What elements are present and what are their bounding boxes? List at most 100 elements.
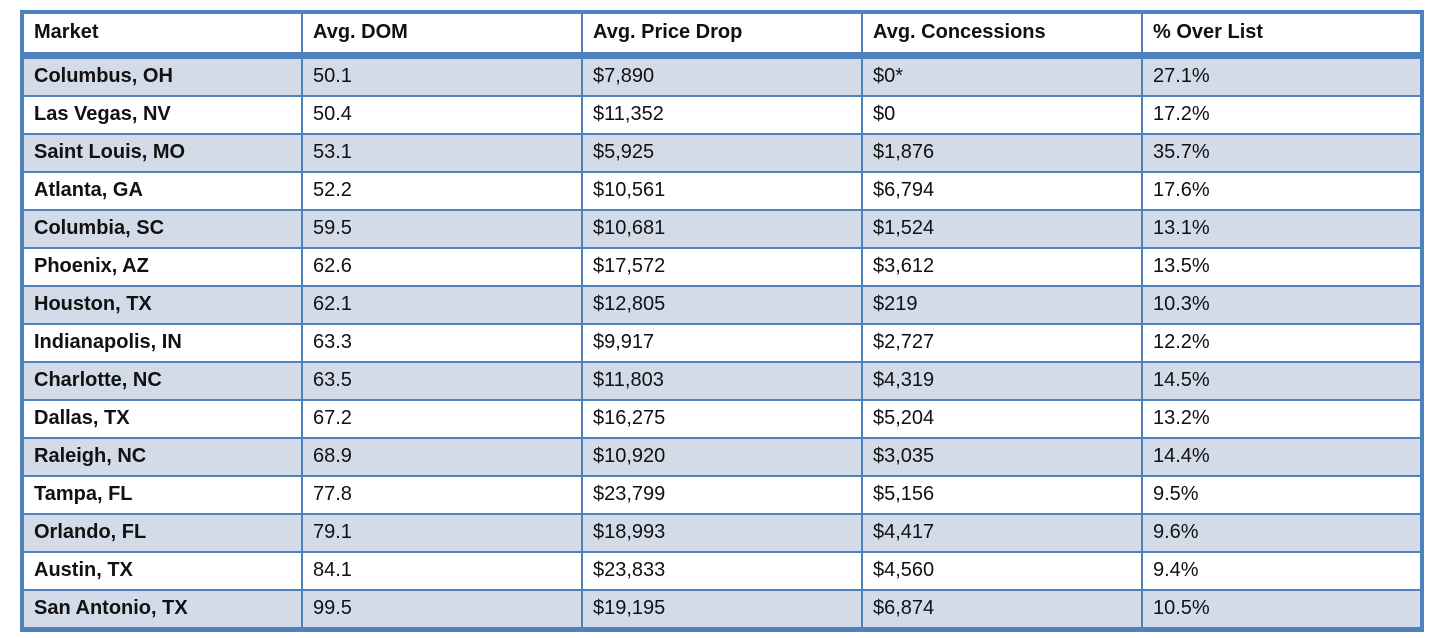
table-header: Market Avg. DOM Avg. Price Drop Avg. Conces… (21, 12, 1423, 59)
market-stats-table: Market Avg. DOM Avg. Price Drop Avg. Conces… (20, 10, 1424, 632)
cell-pct-over-list: 10.3% (1141, 285, 1423, 325)
cell-avg-dom: 84.1 (301, 551, 583, 591)
table-row: Houston, TX 62.1 $12,805 $219 10.3% (21, 285, 1423, 325)
cell-avg-concessions: $3,612 (861, 247, 1143, 287)
cell-avg-dom: 68.9 (301, 437, 583, 477)
column-header-avg-dom: Avg. DOM (301, 12, 583, 59)
cell-avg-price-drop: $10,561 (581, 171, 863, 211)
table-row: Orlando, FL 79.1 $18,993 $4,417 9.6% (21, 513, 1423, 553)
cell-market: Houston, TX (21, 285, 303, 325)
cell-avg-dom: 53.1 (301, 133, 583, 173)
cell-market: Atlanta, GA (21, 171, 303, 211)
table-row: Las Vegas, NV 50.4 $11,352 $0 17.2% (21, 95, 1423, 135)
cell-avg-concessions: $4,319 (861, 361, 1143, 401)
cell-market: Orlando, FL (21, 513, 303, 553)
cell-pct-over-list: 35.7% (1141, 133, 1423, 173)
cell-pct-over-list: 27.1% (1141, 54, 1423, 97)
cell-avg-price-drop: $23,799 (581, 475, 863, 515)
cell-avg-concessions: $219 (861, 285, 1143, 325)
table-row: Austin, TX 84.1 $23,833 $4,560 9.4% (21, 551, 1423, 591)
cell-avg-dom: 59.5 (301, 209, 583, 249)
cell-avg-price-drop: $11,803 (581, 361, 863, 401)
cell-avg-concessions: $2,727 (861, 323, 1143, 363)
table-row: Atlanta, GA 52.2 $10,561 $6,794 17.6% (21, 171, 1423, 211)
cell-market: Las Vegas, NV (21, 95, 303, 135)
cell-avg-dom: 62.1 (301, 285, 583, 325)
cell-market: Columbus, OH (21, 54, 303, 97)
cell-pct-over-list: 17.2% (1141, 95, 1423, 135)
cell-avg-price-drop: $18,993 (581, 513, 863, 553)
cell-market: San Antonio, TX (21, 589, 303, 631)
column-header-avg-price-drop: Avg. Price Drop (581, 12, 863, 59)
cell-pct-over-list: 17.6% (1141, 171, 1423, 211)
table-row: Columbia, SC 59.5 $10,681 $1,524 13.1% (21, 209, 1423, 249)
cell-avg-concessions: $0 (861, 95, 1143, 135)
cell-pct-over-list: 14.5% (1141, 361, 1423, 401)
cell-pct-over-list: 9.6% (1141, 513, 1423, 553)
cell-avg-concessions: $5,204 (861, 399, 1143, 439)
table-row: Phoenix, AZ 62.6 $17,572 $3,612 13.5% (21, 247, 1423, 287)
cell-avg-concessions: $6,874 (861, 589, 1143, 631)
cell-pct-over-list: 13.5% (1141, 247, 1423, 287)
cell-avg-concessions: $5,156 (861, 475, 1143, 515)
cell-avg-concessions: $4,560 (861, 551, 1143, 591)
table-row: Dallas, TX 67.2 $16,275 $5,204 13.2% (21, 399, 1423, 439)
cell-pct-over-list: 13.1% (1141, 209, 1423, 249)
cell-market: Dallas, TX (21, 399, 303, 439)
cell-avg-dom: 79.1 (301, 513, 583, 553)
cell-market: Indianapolis, IN (21, 323, 303, 363)
table-header-row: Market Avg. DOM Avg. Price Drop Avg. Conces… (21, 12, 1423, 59)
cell-avg-dom: 67.2 (301, 399, 583, 439)
table-row: Indianapolis, IN 63.3 $9,917 $2,727 12.2% (21, 323, 1423, 363)
cell-pct-over-list: 13.2% (1141, 399, 1423, 439)
table-row: San Antonio, TX 99.5 $19,195 $6,874 10.5% (21, 589, 1423, 631)
cell-pct-over-list: 9.4% (1141, 551, 1423, 591)
cell-avg-dom: 62.6 (301, 247, 583, 287)
cell-avg-price-drop: $10,681 (581, 209, 863, 249)
cell-avg-concessions: $1,524 (861, 209, 1143, 249)
cell-avg-concessions: $4,417 (861, 513, 1143, 553)
market-stats-table-container: Market Avg. DOM Avg. Price Drop Avg. Conces… (20, 10, 1424, 632)
table-row: Charlotte, NC 63.5 $11,803 $4,319 14.5% (21, 361, 1423, 401)
table-row: Tampa, FL 77.8 $23,799 $5,156 9.5% (21, 475, 1423, 515)
cell-avg-concessions: $3,035 (861, 437, 1143, 477)
cell-avg-dom: 50.1 (301, 54, 583, 97)
table-body: Columbus, OH 50.1 $7,890 $0* 27.1% Las Vegas,… (21, 54, 1423, 631)
cell-avg-dom: 63.3 (301, 323, 583, 363)
column-header-pct-over-list: % Over List (1141, 12, 1423, 59)
cell-avg-price-drop: $5,925 (581, 133, 863, 173)
cell-avg-dom: 63.5 (301, 361, 583, 401)
column-header-market: Market (21, 12, 303, 59)
cell-market: Raleigh, NC (21, 437, 303, 477)
table-row: Columbus, OH 50.1 $7,890 $0* 27.1% (21, 54, 1423, 97)
cell-market: Saint Louis, MO (21, 133, 303, 173)
cell-avg-price-drop: $11,352 (581, 95, 863, 135)
cell-avg-price-drop: $7,890 (581, 54, 863, 97)
cell-avg-dom: 77.8 (301, 475, 583, 515)
cell-avg-price-drop: $23,833 (581, 551, 863, 591)
cell-market: Tampa, FL (21, 475, 303, 515)
cell-market: Phoenix, AZ (21, 247, 303, 287)
cell-avg-concessions: $1,876 (861, 133, 1143, 173)
cell-avg-dom: 50.4 (301, 95, 583, 135)
cell-avg-concessions: $6,794 (861, 171, 1143, 211)
table-row: Saint Louis, MO 53.1 $5,925 $1,876 35.7% (21, 133, 1423, 173)
cell-pct-over-list: 14.4% (1141, 437, 1423, 477)
column-header-avg-concessions: Avg. Concessions (861, 12, 1143, 59)
cell-avg-dom: 99.5 (301, 589, 583, 631)
cell-avg-concessions: $0* (861, 54, 1143, 97)
cell-pct-over-list: 10.5% (1141, 589, 1423, 631)
cell-avg-price-drop: $17,572 (581, 247, 863, 287)
cell-pct-over-list: 12.2% (1141, 323, 1423, 363)
cell-avg-price-drop: $10,920 (581, 437, 863, 477)
cell-market: Austin, TX (21, 551, 303, 591)
cell-avg-price-drop: $16,275 (581, 399, 863, 439)
cell-pct-over-list: 9.5% (1141, 475, 1423, 515)
cell-avg-price-drop: $12,805 (581, 285, 863, 325)
cell-avg-price-drop: $19,195 (581, 589, 863, 631)
cell-market: Columbia, SC (21, 209, 303, 249)
cell-avg-price-drop: $9,917 (581, 323, 863, 363)
table-row: Raleigh, NC 68.9 $10,920 $3,035 14.4% (21, 437, 1423, 477)
cell-avg-dom: 52.2 (301, 171, 583, 211)
cell-market: Charlotte, NC (21, 361, 303, 401)
